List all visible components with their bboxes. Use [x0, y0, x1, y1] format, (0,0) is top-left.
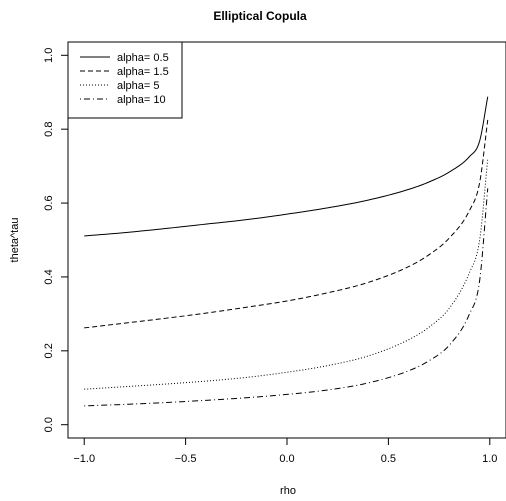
legend-label-4: alpha= 10 — [117, 94, 166, 106]
legend: alpha= 0.5 alpha= 1.5 alpha= 5 alpha= 10 — [67, 41, 183, 119]
legend-label-1: alpha= 0.5 — [117, 52, 169, 64]
x-tick-label: 1.0 — [482, 453, 497, 465]
y-tick-label: 0.4 — [43, 269, 55, 284]
y-axis-label: theta^tau — [9, 218, 21, 263]
y-tick-label: 1.0 — [43, 48, 55, 63]
x-tick-label: 0.5 — [381, 453, 396, 465]
x-tick-label: −1.0 — [73, 453, 95, 465]
y-tick-label: 0.6 — [43, 195, 55, 210]
y-axis: 0.0 0.2 0.4 0.6 0.8 1.0 — [43, 48, 69, 432]
x-axis: −1.0 −0.5 0.0 0.5 1.0 — [73, 437, 497, 465]
x-tick-label: −0.5 — [175, 453, 197, 465]
chart-title: Elliptical Copula — [213, 9, 307, 23]
series-line-2 — [84, 119, 489, 329]
series-line-4 — [84, 188, 489, 407]
y-tick-label: 0.0 — [43, 417, 55, 432]
series-line-1 — [84, 96, 489, 237]
series-layer — [84, 96, 489, 407]
legend-box — [67, 41, 183, 119]
legend-label-2: alpha= 1.5 — [117, 66, 169, 78]
y-tick-label: 0.8 — [43, 122, 55, 137]
y-tick-label: 0.2 — [43, 343, 55, 358]
series-line-3 — [84, 158, 489, 390]
x-axis-label: rho — [280, 485, 296, 497]
x-tick-label: 0.0 — [279, 453, 294, 465]
legend-label-3: alpha= 5 — [117, 80, 160, 92]
